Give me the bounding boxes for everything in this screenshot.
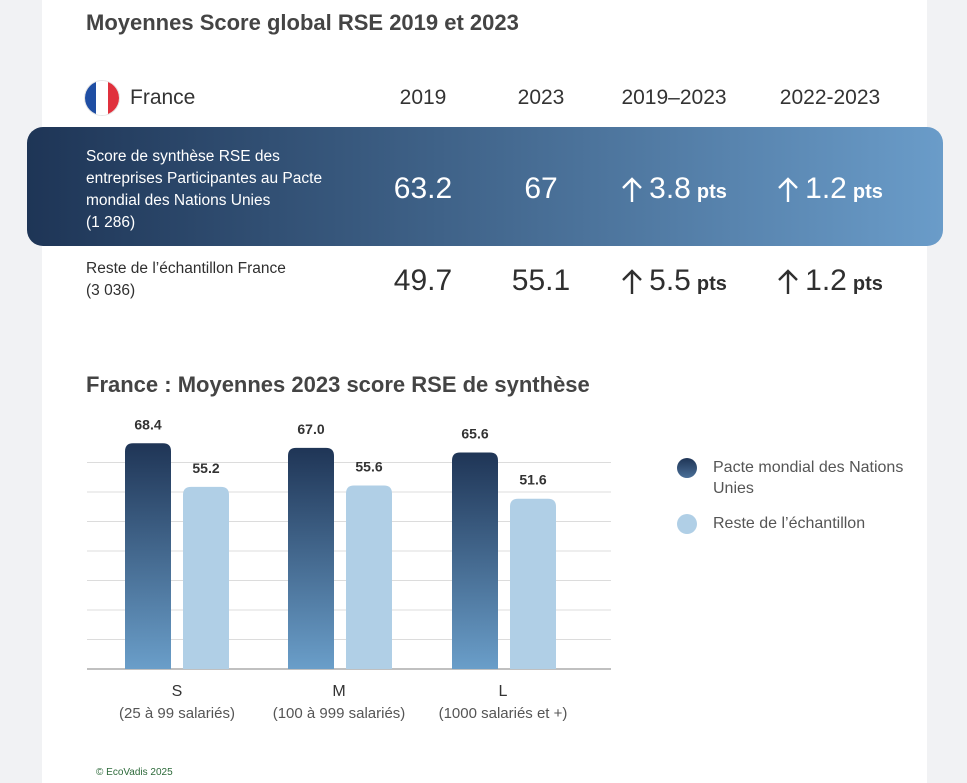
row1-delta2-unit: pts [852,181,883,203]
bar-pacte-m [288,447,334,669]
category-label-s: S [171,683,183,700]
legend-swatch-light [677,514,697,534]
france-flag-icon [85,81,119,115]
data-label: 55.2 [192,460,219,476]
bar-reste-s [183,486,229,669]
copyright-footer: © EcoVadis 2025 [96,767,173,778]
row1-delta1-value: 3.8 [649,172,691,205]
chart-title: France : Moyennes 2023 score RSE de synt… [86,372,590,397]
category-label-l: L [498,683,508,700]
arrow-up-icon [622,177,642,203]
row1-value-2019: 63.2 [393,172,453,205]
category-label-m: M [332,683,346,700]
data-label: 65.6 [461,426,488,442]
column-header-2019: 2019 [399,86,447,109]
legend-swatch-dark [677,458,697,478]
bar-pacte-l [452,452,498,669]
row2-value-2023: 55.1 [511,264,571,297]
row2-delta2-unit: pts [852,273,883,295]
row-label-rest: Reste de l’échantillon France (3 036) [86,260,286,299]
row1-delta2-value: 1.2 [805,172,847,205]
country-label: France [130,86,196,109]
row1-delta-2022-2023: 1.2 pts [760,172,900,206]
legend-label-pacte: Pacte mondial des Nations Unies [713,459,904,497]
data-label: 67.0 [297,421,324,437]
category-sublabel-m: (100 à 999 salariés) [272,705,406,722]
row1-delta1-unit: pts [696,181,727,203]
page-title: Moyennes Score global RSE 2019 et 2023 [86,10,519,35]
row2-value-2019: 49.7 [393,264,453,297]
row2-delta1-value: 5.5 [649,264,691,297]
row2-delta1-unit: pts [696,273,727,295]
category-sublabel-s: (25 à 99 salariés) [119,705,235,722]
data-label: 68.4 [134,416,161,432]
row2-delta-2019-2023: 5.5 pts [604,264,744,298]
legend-label-reste: Reste de l’échantillon [713,515,866,532]
row2-delta-2022-2023: 1.2 pts [760,264,900,298]
row-label-participants: Score de synthèse RSE des entreprises Pa… [86,148,323,231]
column-header-2023: 2023 [517,86,565,109]
bar-reste-l [510,498,556,669]
bar-pacte-s [125,443,171,669]
column-header-2022-2023: 2022-2023 [779,86,881,109]
data-label: 51.6 [519,472,546,488]
row1-value-2023: 67 [524,172,558,205]
highlight-row-background [27,127,943,246]
arrow-up-icon [778,177,798,203]
row2-delta2-value: 1.2 [805,264,847,297]
data-label: 55.6 [355,459,382,475]
row1-delta-2019-2023: 3.8 pts [604,172,744,206]
arrow-up-icon [622,269,642,295]
category-sublabel-l: (1000 salariés et +) [438,705,568,722]
column-header-2019-2023: 2019–2023 [621,86,727,109]
bar-reste-m [346,485,392,669]
arrow-up-icon [778,269,798,295]
